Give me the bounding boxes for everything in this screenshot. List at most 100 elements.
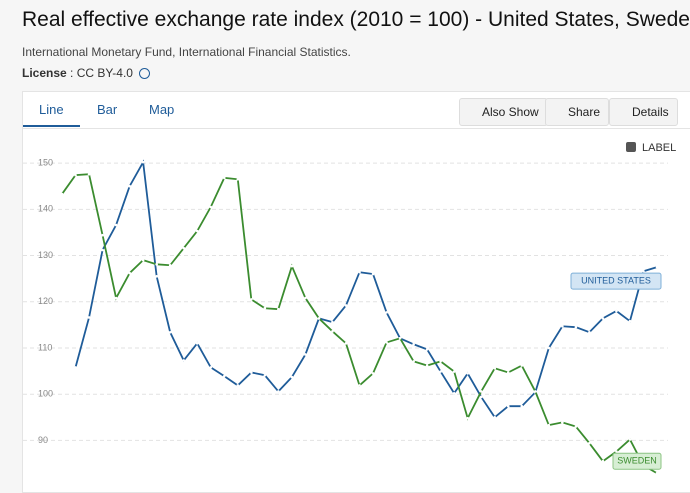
- series-label-box: [612, 452, 662, 470]
- point: [168, 330, 172, 334]
- chart: 90 100 110 120 130 140 150 UNITED STATES SWEDEN: [23, 157, 668, 475]
- point: [128, 184, 131, 188]
- point: [222, 374, 226, 378]
- point: [87, 316, 91, 319]
- point: [479, 395, 483, 399]
- point: [574, 325, 578, 329]
- tab-divider: [23, 128, 690, 129]
- point: [290, 264, 294, 268]
- point: [209, 366, 213, 369]
- point: [385, 341, 388, 344]
- point: [182, 359, 186, 362]
- point: [628, 438, 632, 441]
- point: [493, 415, 497, 419]
- point: [277, 390, 280, 393]
- source: International Monetary Fund, Internation…: [22, 45, 351, 59]
- point: [506, 371, 510, 374]
- point: [114, 296, 118, 300]
- point: [588, 441, 591, 445]
- share-button[interactable]: Share: [545, 98, 610, 126]
- info-icon[interactable]: [138, 68, 150, 80]
- point: [331, 320, 334, 324]
- point: [209, 205, 213, 209]
- point: [87, 172, 91, 176]
- chart-title: Real effective exchange rate index (2010…: [22, 8, 690, 31]
- point: [114, 223, 118, 227]
- also-show-button[interactable]: Also Show: [459, 98, 548, 126]
- point: [236, 384, 240, 387]
- point: [655, 265, 659, 269]
- point: [615, 309, 618, 313]
- point: [128, 271, 131, 275]
- y-tick-label: 120: [38, 296, 53, 306]
- point: [195, 229, 199, 233]
- point: [398, 336, 402, 340]
- point: [344, 304, 348, 307]
- point: [425, 348, 429, 351]
- point: [601, 459, 605, 463]
- point: [250, 298, 253, 301]
- point: [452, 391, 456, 395]
- point: [412, 342, 415, 346]
- series-label-box: [570, 272, 662, 290]
- point: [628, 319, 632, 323]
- point: [141, 160, 145, 164]
- point: [290, 375, 294, 379]
- series-label: UNITED STATES: [581, 275, 651, 285]
- point: [371, 372, 375, 375]
- point: [425, 364, 429, 367]
- point: [439, 370, 442, 373]
- y-tick-label: 140: [38, 204, 53, 214]
- tab[interactable]: Bar: [97, 102, 118, 117]
- point: [182, 246, 186, 250]
- point: [304, 296, 307, 300]
- details-button[interactable]: Details: [609, 98, 678, 126]
- point: [466, 416, 469, 420]
- point: [250, 371, 253, 374]
- series-label: SWEDEN: [617, 456, 657, 466]
- point: [533, 390, 537, 393]
- point: [195, 342, 199, 345]
- point: [601, 317, 605, 320]
- y-tick-label: 90: [38, 435, 48, 445]
- point: [439, 360, 442, 363]
- series-line: [74, 159, 658, 419]
- point: [371, 272, 375, 276]
- page: Real effective exchange rate index (2010…: [22, 8, 690, 493]
- license-label: License: [22, 66, 67, 80]
- point: [277, 307, 280, 311]
- point: [588, 330, 591, 334]
- point: [263, 373, 267, 377]
- point: [547, 346, 551, 350]
- point: [479, 390, 483, 393]
- point: [344, 342, 348, 345]
- point: [141, 258, 145, 262]
- point: [74, 173, 77, 177]
- point: [506, 404, 510, 408]
- point: [331, 330, 334, 333]
- point: [561, 421, 564, 424]
- checkbox[interactable]: [626, 142, 636, 152]
- point: [155, 263, 158, 266]
- point: [168, 263, 172, 267]
- chart-card: Line Bar Map Also Show Share Details LAB…: [22, 91, 690, 493]
- label-toggle[interactable]: LABEL: [626, 142, 676, 154]
- point: [561, 324, 564, 328]
- tab[interactable]: Line: [23, 102, 80, 127]
- point: [574, 425, 578, 428]
- label-text: LABEL: [642, 142, 677, 154]
- point: [655, 471, 659, 475]
- point: [222, 176, 226, 180]
- point: [74, 366, 77, 369]
- y-tick-label: 110: [38, 342, 52, 352]
- tab[interactable]: Map: [149, 102, 175, 117]
- point: [358, 270, 361, 274]
- point: [60, 192, 64, 196]
- point: [101, 233, 104, 237]
- license: License : CC BY-4.0: [22, 66, 150, 80]
- point: [304, 353, 307, 356]
- point: [155, 275, 158, 278]
- point: [520, 404, 524, 408]
- point: [547, 423, 551, 427]
- y-tick-label: 150: [38, 157, 53, 167]
